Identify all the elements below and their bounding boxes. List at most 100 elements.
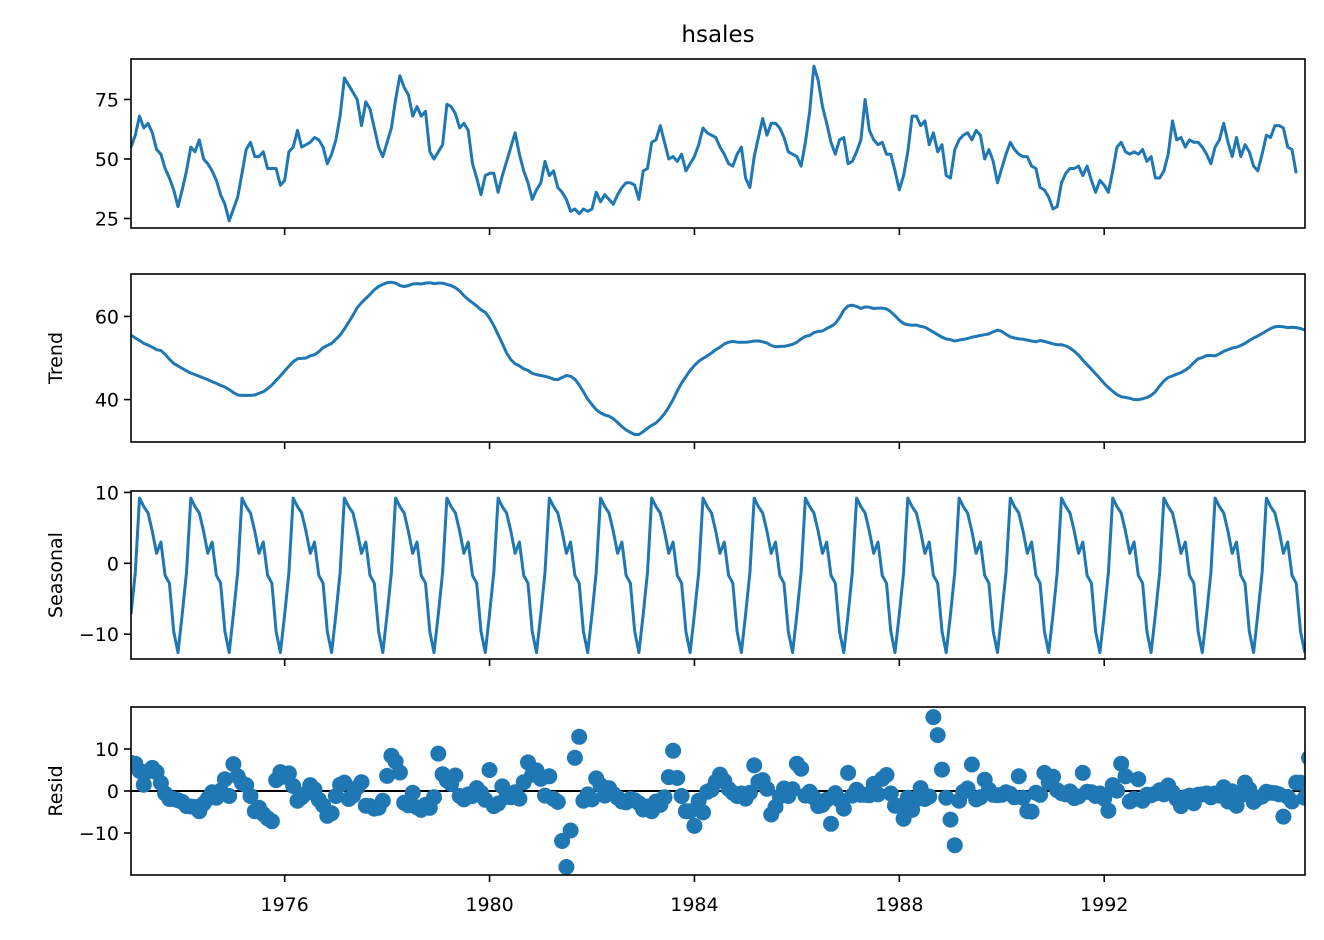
- y-tick-label: −10: [79, 624, 119, 646]
- resid-point: [934, 761, 950, 778]
- resid-point: [686, 817, 703, 834]
- resid-point: [746, 757, 763, 774]
- panels: 25 50 75 40 60 Trend −10 0 10 Seasonal −10 0 10 Resid…: [45, 58, 1324, 916]
- seasonal-panel: −10 0 10 Seasonal: [45, 482, 1306, 666]
- resid-point: [669, 770, 686, 786]
- observed-panel: 25 50 75: [95, 58, 1306, 235]
- resid-point: [784, 781, 801, 798]
- resid-point: [1318, 789, 1324, 805]
- resid-point: [759, 780, 775, 797]
- seasonal-line: [131, 496, 1305, 655]
- resid-point: [221, 788, 238, 804]
- resid-point: [741, 784, 758, 801]
- resid-point: [1096, 790, 1113, 807]
- observed-line: [131, 64, 1298, 223]
- y-tick-label: 10: [95, 739, 119, 761]
- y-tick-label: 75: [95, 89, 119, 111]
- resid-point: [558, 859, 575, 875]
- resid-point: [1117, 768, 1134, 785]
- resid-point: [391, 764, 408, 781]
- y-tick-label: 0: [107, 553, 119, 575]
- resid-point: [840, 764, 857, 781]
- resid-point: [925, 709, 942, 726]
- x-tick-label: 1980: [465, 894, 513, 916]
- y-tick-label: −10: [79, 823, 119, 845]
- resid-point: [280, 765, 297, 782]
- resid-point: [336, 774, 353, 791]
- resid-point: [1015, 789, 1032, 806]
- resid-point: [938, 789, 955, 806]
- resid-point: [1292, 774, 1305, 791]
- y-tick-label: 60: [95, 306, 119, 328]
- resid-point: [481, 762, 498, 778]
- x-tick-label: 1988: [875, 894, 923, 916]
- resid-point: [1109, 782, 1125, 799]
- resid-point: [285, 778, 302, 794]
- resid-point: [1310, 786, 1324, 802]
- resid-point: [963, 756, 980, 773]
- chart-title: hsales: [681, 22, 754, 48]
- resid-point: [870, 786, 886, 803]
- resid-point: [1275, 808, 1292, 825]
- resid-points: [131, 709, 1324, 875]
- x-tick-label: 1992: [1080, 894, 1128, 916]
- resid-point: [549, 793, 566, 810]
- resid-point: [1301, 750, 1305, 765]
- resid-point: [511, 790, 528, 807]
- resid-point: [426, 789, 442, 806]
- resid-point: [1305, 749, 1321, 765]
- resid-point: [1010, 768, 1027, 785]
- trend-ylabel: Trend: [45, 332, 67, 385]
- resid-point: [835, 800, 852, 817]
- resid-point: [379, 767, 396, 784]
- resid-point: [942, 811, 959, 828]
- resid-point: [323, 805, 340, 822]
- resid-point: [673, 788, 690, 804]
- resid-point: [566, 749, 583, 766]
- resid-point: [1074, 764, 1091, 781]
- resid-point: [242, 788, 259, 804]
- resid-point: [656, 789, 673, 806]
- resid-point: [263, 813, 280, 830]
- resid-point: [447, 767, 464, 784]
- seasonal-axes-frame: [130, 490, 1306, 660]
- resid-point: [921, 788, 938, 805]
- resid-point: [878, 767, 895, 783]
- resid-point: [404, 784, 421, 801]
- trend-axes-frame: [130, 273, 1306, 443]
- resid-point: [353, 774, 370, 791]
- resid-point: [374, 792, 391, 809]
- resid-point: [823, 815, 839, 832]
- y-tick-label: 40: [95, 390, 119, 412]
- trend-line: [131, 280, 1305, 436]
- resid-point: [665, 742, 682, 759]
- resid-point: [562, 822, 579, 839]
- trend-panel: 40 60 Trend: [45, 273, 1306, 449]
- y-tick-label: 10: [95, 482, 119, 504]
- resid-panel: −10 0 10 Resid 1976 1980 1984 1988 1992: [45, 706, 1324, 916]
- y-tick-label: 50: [95, 149, 119, 171]
- resid-point: [216, 771, 233, 788]
- y-tick-label: 25: [95, 208, 119, 230]
- resid-point: [959, 780, 976, 797]
- resid-point: [929, 727, 946, 744]
- resid-point: [1284, 793, 1300, 810]
- resid-point: [1113, 755, 1130, 772]
- x-tick-label: 1976: [260, 894, 308, 916]
- resid-point: [793, 760, 810, 777]
- resid-point: [541, 768, 558, 785]
- resid-point: [135, 776, 152, 793]
- resid-point: [1032, 786, 1049, 803]
- resid-point: [225, 756, 242, 773]
- resid-point: [1045, 768, 1061, 785]
- resid-point: [946, 837, 963, 854]
- resid-point: [584, 791, 600, 808]
- resid-point: [695, 804, 711, 821]
- x-tick-label: 1984: [670, 894, 718, 916]
- resid-point: [882, 785, 899, 802]
- observed-axes-frame: [130, 58, 1306, 229]
- resid-point: [1296, 789, 1305, 806]
- resid-point: [1023, 803, 1040, 820]
- resid-point: [1314, 781, 1324, 797]
